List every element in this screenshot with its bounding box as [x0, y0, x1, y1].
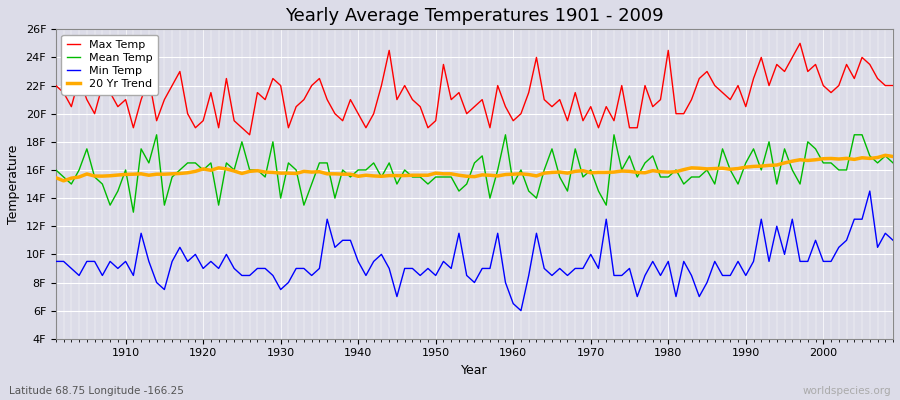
Mean Temp — [887, 160, 898, 165]
Max Temp — [516, 111, 526, 116]
Text: Latitude 68.75 Longitude -166.25: Latitude 68.75 Longitude -166.25 — [9, 386, 184, 396]
Line: Min Temp: Min Temp — [56, 191, 893, 311]
Max Temp — [244, 132, 255, 137]
Min Temp — [608, 273, 619, 278]
Mean Temp — [616, 168, 627, 172]
Min Temp — [50, 259, 61, 264]
20 Yr Trend — [508, 172, 518, 176]
Max Temp — [608, 118, 619, 123]
Line: Max Temp: Max Temp — [56, 43, 893, 135]
Max Temp — [338, 118, 348, 123]
Mean Temp — [345, 174, 356, 179]
Title: Yearly Average Temperatures 1901 - 2009: Yearly Average Temperatures 1901 - 2009 — [285, 7, 664, 25]
Mean Temp — [516, 168, 526, 172]
X-axis label: Year: Year — [461, 364, 488, 377]
Mean Temp — [299, 203, 310, 208]
Max Temp — [887, 83, 898, 88]
20 Yr Trend — [291, 171, 302, 176]
Min Temp — [500, 280, 511, 285]
Mean Temp — [50, 168, 61, 172]
20 Yr Trend — [880, 153, 891, 158]
Mean Temp — [523, 189, 534, 194]
Mean Temp — [128, 210, 139, 214]
Mean Temp — [151, 132, 162, 137]
Text: worldspecies.org: worldspecies.org — [803, 386, 891, 396]
Line: 20 Yr Trend: 20 Yr Trend — [56, 155, 893, 181]
Max Temp — [795, 41, 806, 46]
20 Yr Trend — [887, 154, 898, 159]
Min Temp — [864, 189, 875, 194]
20 Yr Trend — [338, 172, 348, 176]
Min Temp — [887, 238, 898, 243]
Min Temp — [112, 266, 123, 271]
Min Temp — [508, 301, 518, 306]
Max Temp — [50, 83, 61, 88]
Y-axis label: Temperature: Temperature — [7, 144, 20, 224]
20 Yr Trend — [50, 175, 61, 180]
Max Temp — [112, 104, 123, 109]
20 Yr Trend — [608, 170, 619, 174]
Max Temp — [508, 118, 518, 123]
Legend: Max Temp, Mean Temp, Min Temp, 20 Yr Trend: Max Temp, Mean Temp, Min Temp, 20 Yr Tre… — [61, 35, 158, 95]
20 Yr Trend — [516, 172, 526, 176]
Line: Mean Temp: Mean Temp — [56, 135, 893, 212]
Min Temp — [329, 245, 340, 250]
Mean Temp — [112, 189, 123, 194]
Max Temp — [291, 104, 302, 109]
20 Yr Trend — [58, 178, 69, 183]
20 Yr Trend — [121, 172, 131, 177]
Min Temp — [516, 308, 526, 313]
Min Temp — [283, 280, 293, 285]
